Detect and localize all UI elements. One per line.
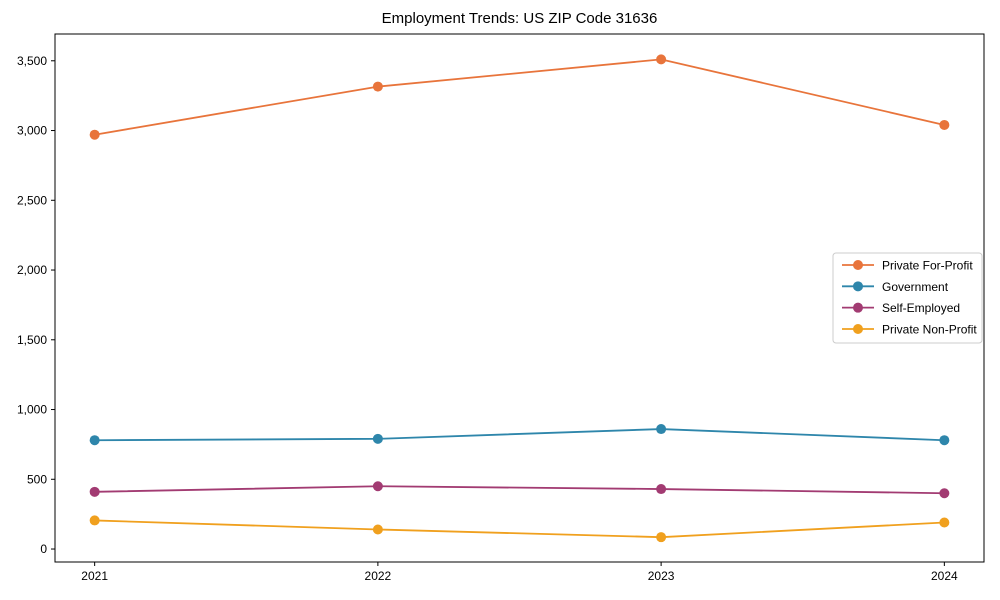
y-tick-label: 0 (40, 542, 47, 556)
x-tick-label: 2024 (931, 569, 958, 583)
legend-label: Private For-Profit (882, 259, 973, 273)
legend-dot-marker-icon (853, 281, 863, 292)
series-line-self-employed (93, 485, 946, 495)
legend-label: Government (882, 280, 949, 294)
legend-dot-marker-icon (853, 302, 863, 313)
legend-dot-marker-icon (853, 323, 863, 334)
data-point-private-non-profit (656, 532, 667, 543)
data-point-self-employed (656, 484, 667, 495)
data-point-private-for-profit (372, 81, 383, 92)
legend: Private For-Profit Government Self-Employe… (832, 252, 983, 344)
data-point-government (372, 433, 383, 444)
data-point-private-for-profit (939, 119, 950, 130)
x-tick-label: 2023 (648, 569, 675, 583)
data-point-private-non-profit (372, 524, 383, 535)
legend-box (832, 252, 983, 344)
y-tick-label: 2,000 (17, 263, 47, 277)
x-tick-label: 2022 (365, 569, 392, 583)
data-point-self-employed (372, 481, 383, 492)
y-tick-label: 2,500 (17, 193, 47, 207)
legend-item-private-for-profit: Private For-Profit (842, 259, 973, 273)
y-tick-label: 3,500 (17, 54, 47, 68)
data-point-private-for-profit (656, 54, 667, 65)
data-point-private-non-profit (89, 515, 100, 526)
series-line-private-non-profit (93, 519, 946, 539)
legend-item-self-employed: Self-Employed (842, 301, 960, 315)
data-point-government (939, 435, 950, 446)
legend-label: Private Non-Profit (882, 322, 977, 336)
series-line-private-for-profit (93, 58, 946, 136)
data-point-government (656, 424, 667, 435)
legend-dot-marker-icon (853, 260, 863, 270)
series-line-government (93, 428, 946, 442)
data-point-self-employed (89, 486, 100, 497)
legend-item-private-non-profit: Private Non-Profit (842, 322, 977, 336)
x-tick-label: 2021 (81, 569, 108, 583)
y-tick-label: 500 (27, 472, 47, 486)
legend-item-government: Government (842, 280, 949, 294)
data-point-government (89, 435, 100, 446)
data-point-self-employed (939, 488, 950, 499)
data-point-private-non-profit (939, 517, 950, 528)
plot-frame (54, 33, 985, 563)
y-tick-label: 1,000 (17, 403, 47, 417)
legend-label: Self-Employed (882, 301, 960, 315)
y-tick-label: 1,500 (17, 333, 47, 347)
chart-title: Employment Trends: US ZIP Code 31636 (381, 10, 658, 27)
y-tick-label: 3,000 (17, 124, 47, 138)
data-point-private-for-profit (89, 129, 100, 140)
